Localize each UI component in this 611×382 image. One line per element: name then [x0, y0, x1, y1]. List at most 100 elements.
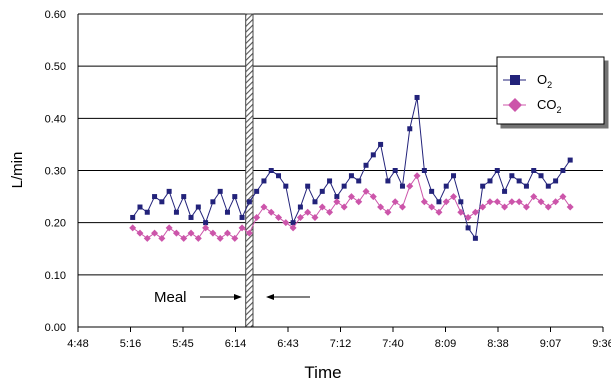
data-point — [385, 178, 391, 184]
x-tick-label: 7:12 — [330, 338, 351, 350]
data-point — [136, 229, 144, 237]
y-tick-label: 0.20 — [45, 218, 66, 230]
series-co2 — [129, 172, 574, 242]
x-tick-label: 8:38 — [487, 338, 508, 350]
x-tick-label: 4:48 — [67, 338, 88, 350]
meal-arrowhead-left — [266, 294, 274, 300]
data-point — [232, 194, 238, 200]
x-tick-label: 5:16 — [120, 338, 141, 350]
data-point — [305, 183, 311, 189]
y-tick-label: 0.60 — [45, 9, 66, 21]
data-point — [195, 204, 201, 210]
data-point — [450, 193, 458, 201]
data-point — [407, 126, 413, 132]
data-point — [319, 188, 325, 194]
data-point — [362, 187, 370, 195]
data-point — [239, 214, 245, 220]
data-point — [340, 203, 348, 211]
data-point — [341, 183, 347, 189]
data-point — [296, 213, 304, 221]
data-point — [442, 198, 450, 206]
data-point — [472, 235, 478, 241]
data-point — [560, 168, 566, 173]
data-point — [289, 224, 297, 232]
data-point — [436, 199, 442, 205]
data-point — [523, 183, 529, 189]
data-point — [414, 94, 420, 100]
data-point — [217, 188, 223, 194]
data-point — [451, 173, 457, 179]
data-point — [223, 229, 231, 237]
x-tick-label: 5:45 — [172, 338, 193, 350]
meal-label: Meal — [154, 289, 187, 306]
data-point — [151, 229, 159, 237]
data-point — [480, 183, 486, 189]
x-axis-label: Time — [304, 363, 341, 382]
y-axis-label: L/min — [9, 152, 26, 189]
data-point — [567, 157, 573, 163]
data-point — [210, 199, 216, 205]
y-tick-labels: 0.00 0.10 0.20 0.30 0.40 0.50 0.60 — [45, 9, 66, 334]
data-point — [202, 224, 210, 232]
data-point — [267, 208, 275, 216]
data-point — [187, 229, 195, 237]
data-point — [254, 188, 260, 194]
data-point — [464, 213, 472, 221]
data-point — [486, 198, 494, 206]
data-point — [465, 225, 471, 231]
axes — [77, 14, 604, 332]
x-tick-label: 9:07 — [540, 338, 561, 350]
data-point — [137, 204, 143, 210]
data-point — [508, 198, 516, 206]
data-point — [356, 178, 362, 184]
data-point — [443, 183, 449, 189]
x-tick-label: 7:40 — [382, 338, 403, 350]
data-point — [216, 234, 224, 242]
data-point — [275, 213, 283, 221]
data-point — [326, 208, 334, 216]
data-point — [173, 209, 179, 215]
series-o2 — [130, 94, 573, 241]
meal-annotation: Meal — [154, 289, 310, 306]
data-point — [553, 178, 559, 184]
data-point — [377, 203, 385, 211]
data-point — [253, 213, 261, 221]
data-point — [516, 178, 522, 184]
data-point — [165, 224, 173, 232]
data-point — [327, 178, 333, 184]
data-point — [304, 208, 312, 216]
data-point — [537, 198, 545, 206]
data-point — [297, 204, 303, 210]
data-point — [515, 198, 523, 206]
data-point — [268, 168, 274, 173]
data-point — [158, 234, 166, 242]
data-point — [391, 198, 399, 206]
data-point — [348, 173, 354, 179]
data-point — [378, 141, 384, 147]
y-tick-label: 0.30 — [45, 166, 66, 178]
y-tick-label: 0.10 — [45, 270, 66, 282]
legend: O2 CO2 — [496, 56, 605, 125]
data-point — [209, 229, 217, 237]
data-point — [398, 203, 406, 211]
data-point — [283, 183, 289, 189]
data-point — [369, 193, 377, 201]
data-point — [245, 229, 253, 237]
data-point — [429, 188, 435, 194]
data-point — [172, 229, 180, 237]
data-point — [522, 203, 530, 211]
data-point — [246, 199, 252, 205]
data-point — [420, 198, 428, 206]
meal-band — [245, 13, 254, 328]
data-point — [530, 193, 538, 201]
data-point — [130, 214, 136, 220]
data-point — [406, 182, 414, 190]
data-point — [545, 183, 551, 189]
data-point — [333, 198, 341, 206]
legend-o2-label: O2 — [537, 72, 552, 90]
data-point — [392, 168, 398, 173]
data-point — [538, 173, 544, 179]
data-point — [194, 234, 202, 242]
data-point — [318, 203, 326, 211]
